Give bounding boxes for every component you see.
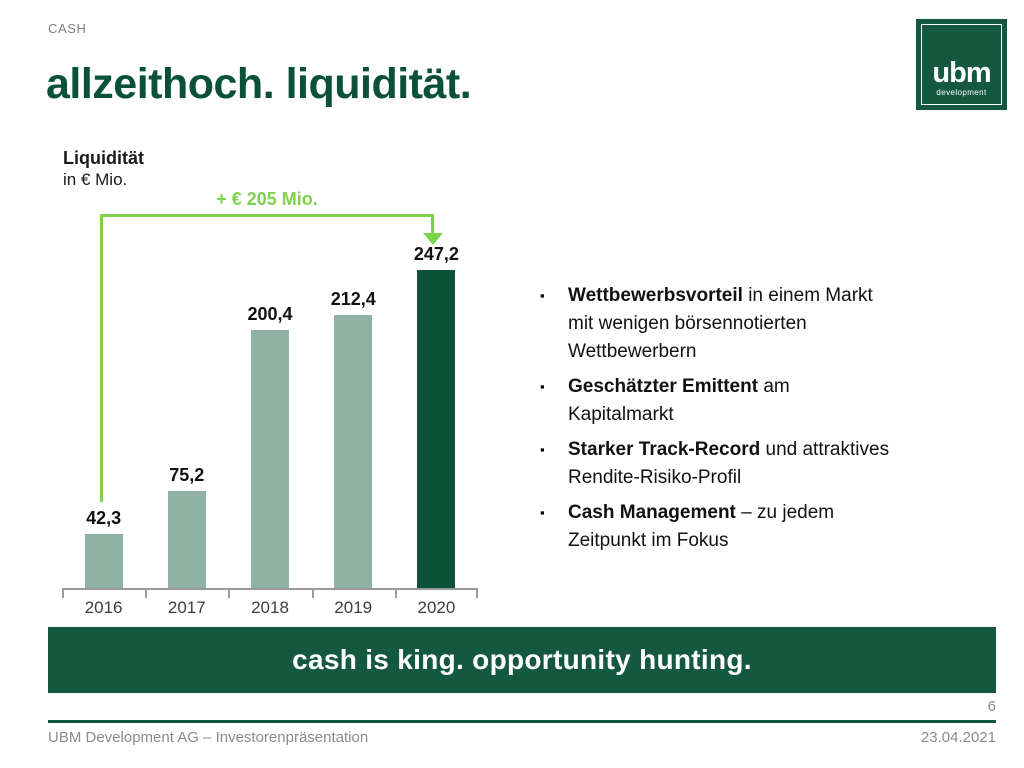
bullet-square-icon: ▪ — [540, 442, 545, 457]
chart-bar-group: 75,2 — [145, 240, 228, 588]
chart-subtitle: in € Mio. — [63, 170, 128, 189]
bar-value-label: 247,2 — [413, 244, 459, 264]
page-number: 6 — [987, 698, 996, 715]
bullet-line: Rendite-Risiko-Profil — [568, 467, 742, 488]
bullet-lead: Cash Management — [568, 502, 736, 523]
list-item: ▪ Cash Management – zu jedem Zeitpunkt im … — [540, 499, 988, 555]
page-title: allzeithoch. liquidität. — [46, 60, 472, 108]
bullet-square-icon: ▪ — [540, 505, 545, 520]
ubm-logo: ubm development — [916, 19, 1007, 110]
bullet-lead: Geschätzter Emittent — [568, 376, 759, 397]
x-axis-label: 2020 — [417, 598, 456, 617]
list-item: ▪ Geschätzter Emittent am Kapitalmarkt — [540, 373, 988, 429]
bullet-line: Kapitalmarkt — [568, 404, 674, 425]
footer-divider — [48, 720, 996, 723]
ubm-logo-subtext: development — [936, 88, 987, 97]
bar — [84, 534, 123, 588]
axis-tick — [228, 590, 230, 598]
x-axis-label: 2019 — [334, 598, 373, 617]
bar-value-label: 200,4 — [247, 304, 293, 324]
axis-tick — [476, 590, 478, 598]
bullet-line: – zu jedem — [735, 502, 835, 523]
footer-presentation-title: UBM Development AG – Investorenpräsentat… — [48, 729, 369, 746]
slogan-banner: cash is king. opportunity hunting. — [48, 627, 996, 693]
bullet-line: und attraktives — [760, 439, 890, 460]
footer-date: 23.04.2021 — [920, 729, 996, 746]
chart-bar-group: 212,4 — [312, 240, 395, 588]
axis-tick — [395, 590, 397, 598]
bullet-line: Wettbewerbern — [568, 341, 697, 362]
bar — [417, 270, 456, 588]
bar — [334, 315, 373, 588]
axis-tick — [145, 590, 147, 598]
annotation-bracket-left-leg — [100, 214, 103, 502]
bar — [167, 491, 206, 588]
bullet-text: Geschätzter Emittent am Kapitalmarkt — [568, 373, 790, 429]
chart-bar-group: 247,2 — [395, 240, 478, 588]
bullet-line: in einem Markt — [742, 285, 873, 306]
bullet-square-icon: ▪ — [540, 288, 545, 303]
bar-value-label: 212,4 — [330, 289, 376, 309]
section-eyebrow: CASH — [48, 21, 87, 36]
x-axis-label: 2016 — [84, 598, 123, 617]
bar — [251, 330, 289, 588]
axis-tick — [312, 590, 314, 598]
chart-title: Liquidität — [63, 148, 144, 168]
x-axis-label: 2018 — [251, 598, 289, 617]
bullet-line: Zeitpunkt im Fokus — [568, 530, 729, 551]
bullet-lead: Starker Track-Record — [568, 439, 761, 460]
list-item: ▪ Starker Track-Record und attraktives Ren… — [540, 436, 988, 492]
bullet-text: Starker Track-Record und attraktives Rend… — [568, 436, 889, 492]
annotation-bracket-horizontal — [100, 214, 434, 217]
chart-bar-group: 200,4 — [228, 240, 311, 588]
bullet-line: am — [758, 376, 790, 397]
chart-plot: 42,3 75,2 200,4 212,4 247,2 — [62, 240, 478, 590]
axis-tick — [62, 590, 64, 598]
bullet-square-icon: ▪ — [540, 379, 545, 394]
key-points-list: ▪ Wettbewerbsvorteil in einem Markt mit we… — [540, 282, 988, 562]
annotation-arrowhead-icon — [423, 233, 443, 245]
bullet-lead: Wettbewerbsvorteil — [568, 285, 743, 306]
ubm-logo-wordmark: ubm — [932, 57, 991, 90]
x-axis-labels: 2016 2017 2018 2019 2020 — [62, 598, 478, 618]
x-axis-ticks — [62, 590, 478, 598]
bar-value-label: 75,2 — [169, 465, 205, 485]
slogan-text: cash is king. opportunity hunting. — [292, 644, 752, 675]
bullet-text: Wettbewerbsvorteil in einem Markt mit wen… — [568, 282, 873, 366]
bullet-line: mit wenigen börsennotierten — [568, 313, 807, 334]
bar-value-label: 42,3 — [86, 508, 122, 528]
chart-bar-group: 42,3 — [62, 240, 145, 588]
list-item: ▪ Wettbewerbsvorteil in einem Markt mit we… — [540, 282, 988, 366]
annotation-bracket-right-leg — [431, 214, 434, 234]
bullet-text: Cash Management – zu jedem Zeitpunkt im F… — [568, 499, 834, 555]
chart-annotation-label: + € 205 Mio. — [216, 189, 318, 209]
x-axis-label: 2017 — [167, 598, 206, 617]
ubm-logo-frame: ubm development — [921, 24, 1002, 105]
